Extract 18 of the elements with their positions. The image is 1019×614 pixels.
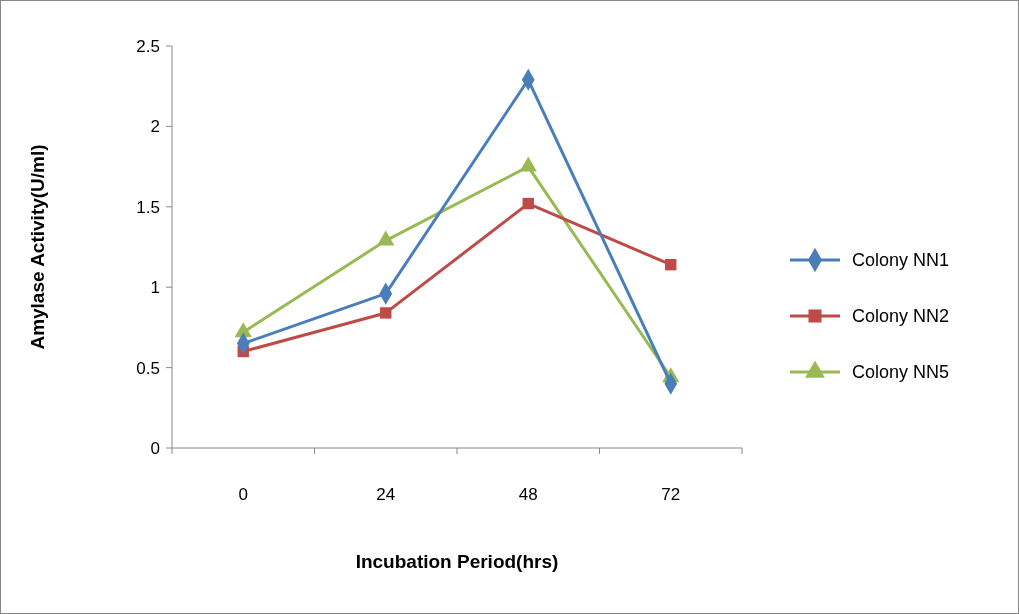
y-tick-label: 2 <box>150 117 160 137</box>
y-tick-label: 0.5 <box>136 358 160 378</box>
legend-label: Colony NN1 <box>852 250 950 271</box>
point <box>522 197 534 210</box>
point <box>665 258 677 271</box>
y-tick-label: 1.5 <box>136 197 160 217</box>
x-axis-title: Incubation Period(hrs) <box>355 551 559 572</box>
legend-label: Colony NN5 <box>852 362 950 383</box>
y-axis-title: Amylase Activity(U/ml) <box>27 144 48 350</box>
point <box>380 307 392 319</box>
y-tick-label: 2.5 <box>136 36 160 56</box>
x-tick-label: 72 <box>661 485 681 504</box>
x-tick-label: 48 <box>518 485 538 504</box>
legend-label: Colony NN2 <box>852 306 950 327</box>
y-tick-label: 0 <box>150 438 160 458</box>
x-tick-label: 24 <box>376 485 396 504</box>
y-tick-label: 1 <box>150 278 160 298</box>
x-tick-label: 0 <box>238 485 248 504</box>
